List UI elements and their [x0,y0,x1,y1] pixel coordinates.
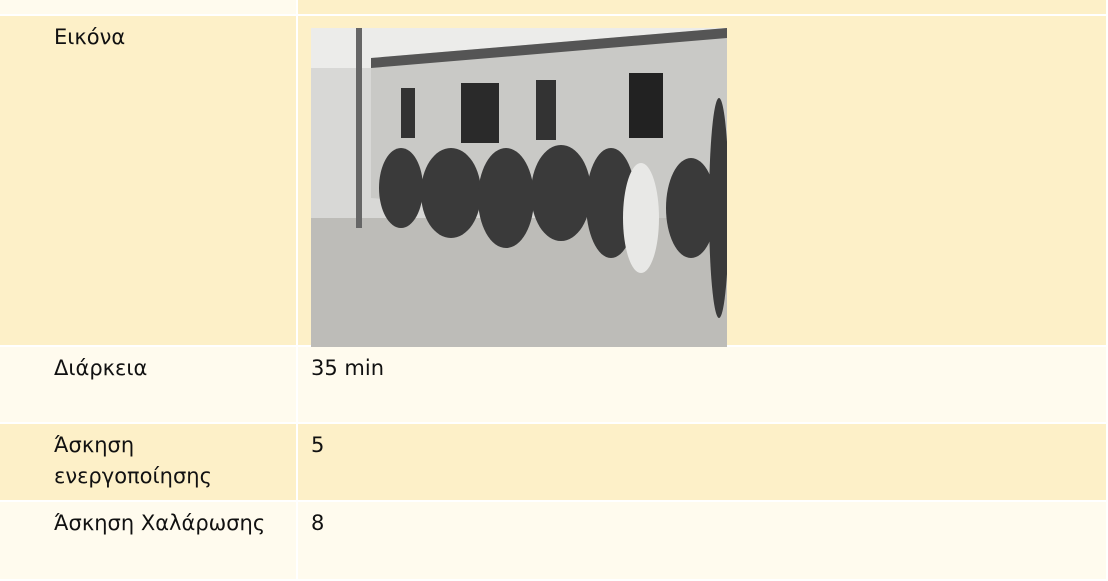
row-value: 8 [298,502,1108,581]
row-label: Εικόνα [0,16,298,347]
row-label: Άσκηση Χαλάρωσης [0,502,298,581]
document: Εικόνα Διάρκεια 35 min [0,0,1108,581]
photo [311,28,727,347]
row-value: 5 [298,424,1108,502]
row-value: 35 min [298,347,1108,424]
image-cell [298,16,1108,347]
cell [298,0,1108,16]
cell [0,0,298,16]
row-label: Διάρκεια [0,347,298,424]
row-label: Άσκηση ενεργοποίησης [0,424,298,502]
